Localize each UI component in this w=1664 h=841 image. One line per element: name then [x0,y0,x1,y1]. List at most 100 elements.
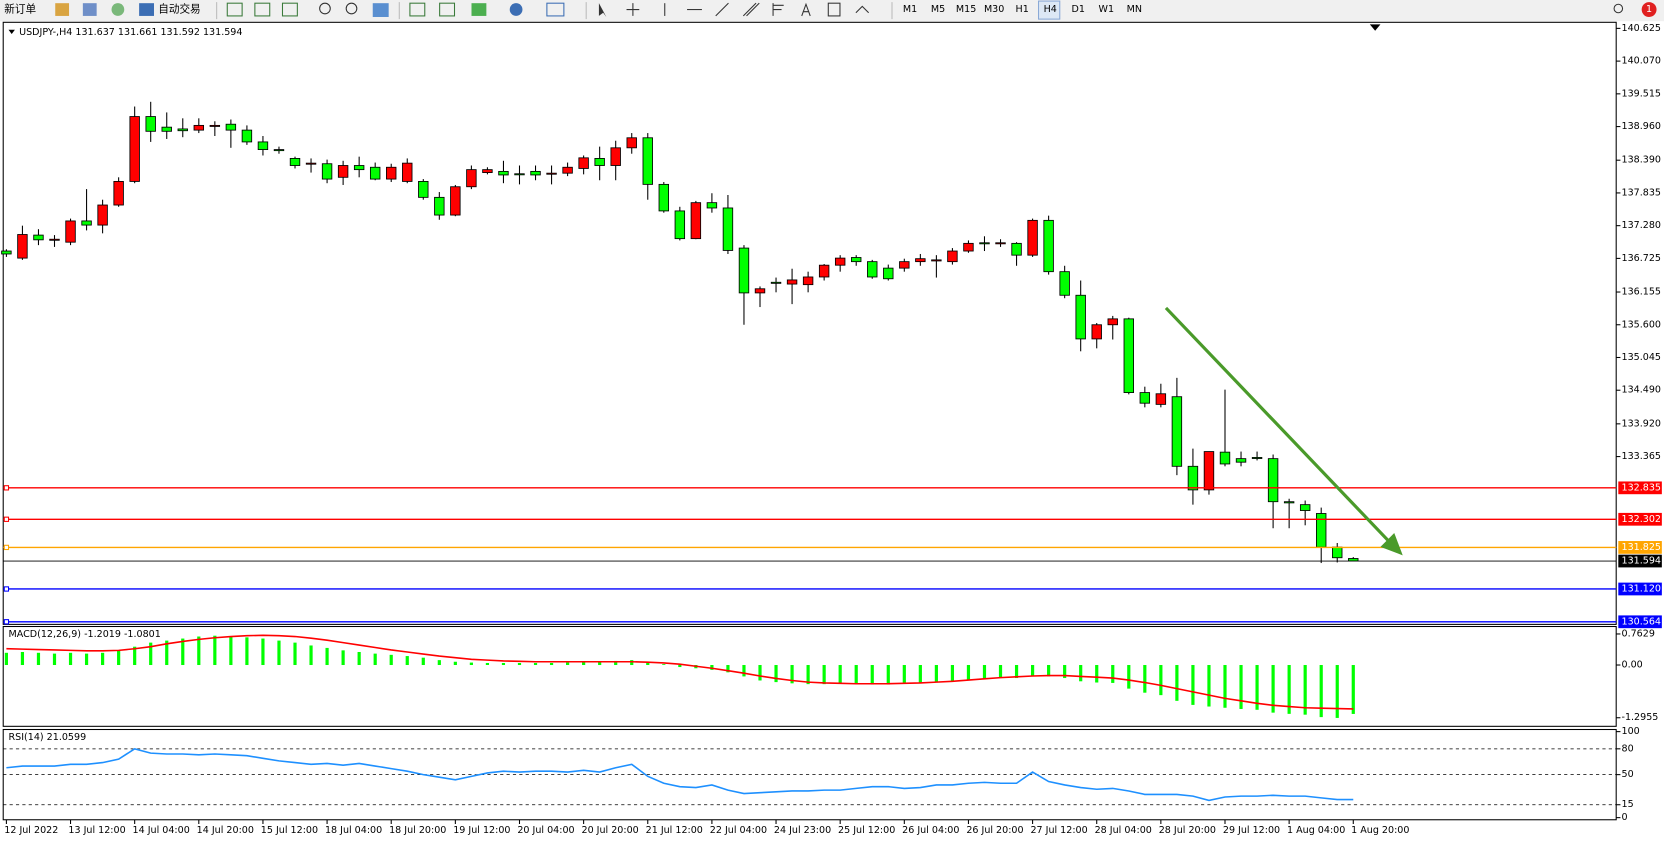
title: RSI(14) [9,731,44,742]
icon[interactable] [139,3,154,16]
x-tick-label: 28 Jul 20:00 [1159,825,1216,836]
x-tick-label: 24 Jul 23:00 [774,825,831,836]
icon[interactable] [111,3,125,16]
candle-body [963,242,974,252]
candle-body [610,147,621,166]
candle-body [690,202,702,240]
timeframe-button[interactable]: D1 [1072,4,1085,15]
timeframe-button[interactable]: M15 [956,4,976,15]
candle-body [65,220,76,243]
icon[interactable] [439,2,456,17]
y-tick-label: 135.045 [1621,352,1660,363]
candle-body [1107,318,1118,326]
candle-body [1203,451,1215,491]
macd-bar [277,640,281,666]
candle-body [658,183,670,212]
channel-tool[interactable] [742,2,760,17]
icon[interactable] [254,2,271,17]
candle-body [851,257,862,263]
macd-bar [678,665,682,668]
arrow-head [1380,533,1403,556]
candle-body [530,170,541,176]
zoom-in[interactable] [319,2,331,15]
y-tick-label: 0 [1621,812,1627,823]
candle-body [273,149,285,152]
candle-body [289,158,301,166]
timeframes: M1 M5 M15 M30 H1 H4 D1 W1 MN [903,4,1142,15]
candle-body [145,116,156,132]
label-tool[interactable] [827,2,841,17]
text-tool[interactable] [801,2,811,17]
candle-body [33,234,44,241]
x-tick-label: 14 Jul 04:00 [133,825,190,836]
menu-marker [8,29,15,34]
timeframe-button[interactable]: MN [1127,4,1142,15]
trendline-tool[interactable] [715,2,729,17]
candle-body [770,281,782,284]
icon[interactable] [409,2,426,17]
level-label: 132.835 [1621,482,1660,493]
y-tick-label: 0.7629 [1621,628,1654,639]
candle-body [1219,451,1231,465]
level-label: 131.825 [1621,542,1660,553]
macd-bar [1255,665,1259,710]
x-tick-label: 14 Jul 20:00 [197,825,254,836]
fibo-tool[interactable] [772,3,784,16]
candle-body [482,169,493,174]
timeframe-button[interactable]: M1 [903,4,917,15]
candle-body [546,172,557,175]
y-tick-label: 80 [1621,743,1633,754]
candle-body [867,261,878,278]
timeframe-button[interactable]: W1 [1099,4,1115,15]
zoom-out[interactable] [345,2,358,15]
icon[interactable] [471,3,487,16]
candle-body [626,137,637,149]
macd-bar [52,653,57,666]
arrow-tool[interactable] [855,5,870,14]
icon[interactable] [226,2,243,17]
crosshair-tool[interactable] [626,3,640,16]
macd-bar [598,661,602,666]
cursor-tool[interactable] [598,3,607,17]
candle-body [321,163,333,180]
timeframe-button[interactable]: M30 [984,4,1004,15]
macd-bar [646,661,650,666]
macd-bar [774,665,778,683]
macd-bar [101,652,105,666]
timeframe-button[interactable]: H4 [1044,4,1057,15]
icon[interactable] [281,2,298,17]
macd-bar [533,662,538,666]
candle-body [1251,457,1263,459]
icon[interactable] [82,3,97,16]
icon[interactable] [55,3,70,16]
icon[interactable] [372,3,389,17]
macd-bar [325,647,329,666]
candle-body [450,186,461,216]
search[interactable] [1613,3,1624,14]
low: 131.592 [160,26,199,37]
macd-bar [4,652,8,666]
macd-bar [1271,665,1275,713]
candle-body [995,242,1006,245]
macd-bar [149,642,153,666]
timeframe-button[interactable]: H1 [1016,4,1029,15]
macd-bar [261,638,265,666]
level-label-bg [1618,481,1662,495]
y-tick-label: 137.835 [1621,187,1660,198]
new-order-button[interactable]: 新订单 [4,3,36,16]
macd-bar [245,637,249,666]
macd-bar [133,646,137,666]
rsi-header: RSI(14) 21.0599 [9,731,87,742]
icon[interactable] [509,3,523,16]
icon[interactable] [546,2,565,17]
candle-body [1235,458,1247,463]
level-handle [3,516,10,522]
level-label-bg [1618,541,1662,554]
macd-bar [469,662,473,666]
auto-trading-button[interactable]: 自动交易 [158,3,200,16]
notification-badge[interactable] [1641,2,1657,17]
timeframe-button[interactable]: M5 [931,4,945,15]
macd-bar [197,636,201,666]
macd-bar [421,657,425,666]
